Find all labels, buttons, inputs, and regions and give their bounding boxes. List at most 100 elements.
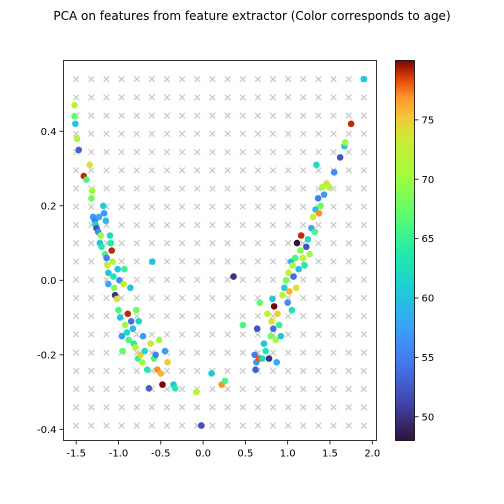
- grid-x-marker: [103, 331, 110, 338]
- scatter-point: [135, 317, 143, 325]
- grid-x-marker: [345, 404, 352, 411]
- scatter-point: [313, 161, 320, 169]
- grid-x-marker: [239, 148, 246, 156]
- scatter-point: [155, 336, 163, 344]
- colorbar-tick-label: 75: [422, 115, 435, 126]
- grid-x-marker: [194, 203, 201, 210]
- grid-x-marker: [300, 331, 307, 338]
- x-tick-label: 0.0: [195, 449, 211, 460]
- scatter-point: [97, 232, 105, 239]
- grid-x-marker: [360, 349, 368, 356]
- grid-x-marker: [315, 294, 322, 302]
- grid-x-marker: [133, 185, 140, 192]
- grid-x-marker: [72, 404, 80, 411]
- chart-title: PCA on features from feature extractor (…: [53, 9, 450, 23]
- grid-x-marker: [163, 422, 171, 429]
- grid-x-marker: [209, 203, 216, 210]
- grid-x-marker: [209, 276, 216, 283]
- grid-x-marker: [118, 112, 125, 119]
- grid-x-marker: [194, 185, 201, 192]
- grid-x-marker: [148, 203, 156, 210]
- grid-x-marker: [269, 221, 277, 229]
- grid-x-marker: [103, 75, 110, 83]
- grid-x-marker: [284, 404, 292, 411]
- grid-x-marker: [300, 203, 307, 210]
- grid-x-marker: [239, 404, 246, 411]
- grid-x-marker: [163, 148, 171, 156]
- grid-x-marker: [148, 404, 156, 411]
- grid-x-marker: [148, 221, 156, 229]
- grid-x-marker: [178, 148, 186, 156]
- grid-x-marker: [224, 367, 231, 375]
- scatter-point: [102, 217, 110, 224]
- grid-x-marker: [224, 422, 231, 429]
- grid-x-marker: [345, 221, 352, 229]
- scatter-point: [127, 284, 134, 292]
- grid-x-marker: [224, 148, 231, 156]
- grid-x-marker: [300, 112, 307, 119]
- grid-x-marker: [345, 167, 352, 174]
- grid-x-marker: [88, 258, 95, 265]
- grid-x-marker: [88, 385, 95, 393]
- grid-x-marker: [330, 130, 337, 138]
- grid-x-marker: [194, 367, 201, 375]
- scatter-point: [291, 254, 299, 262]
- grid-x-marker: [269, 258, 277, 265]
- grid-x-marker: [194, 349, 201, 356]
- scatter-point: [360, 75, 368, 83]
- grid-x-marker: [103, 404, 110, 411]
- grid-x-marker: [103, 385, 110, 393]
- grid-x-marker: [284, 367, 292, 375]
- grid-x-marker: [224, 94, 231, 101]
- grid-x-marker: [239, 294, 246, 302]
- grid-x-marker: [300, 276, 307, 283]
- grid-x-marker: [148, 422, 156, 429]
- scatter-point: [71, 101, 78, 109]
- grid-x-marker: [345, 148, 352, 156]
- grid-x-marker: [72, 240, 80, 247]
- y-tick-label: 0.0: [41, 276, 57, 287]
- grid-x-marker: [133, 221, 140, 229]
- grid-x-marker: [178, 112, 186, 119]
- grid-x-marker: [163, 94, 171, 101]
- grid-x-marker: [254, 312, 262, 320]
- grid-x-marker: [72, 312, 80, 320]
- grid-x-marker: [163, 240, 171, 247]
- grid-x-marker: [330, 331, 337, 338]
- grid-x-marker: [88, 294, 95, 302]
- grid-x-marker: [133, 240, 140, 247]
- grid-x-marker: [360, 312, 368, 320]
- grid-x-marker: [118, 385, 125, 393]
- scatter-point: [147, 340, 154, 347]
- scatter-point: [277, 332, 285, 340]
- x-tick-label: 0.5: [237, 449, 253, 460]
- grid-x-marker: [103, 148, 110, 156]
- grid-x-marker: [360, 240, 368, 247]
- grid-x-marker: [148, 294, 156, 302]
- scatter-point: [297, 232, 305, 239]
- grid-x-marker: [133, 276, 140, 283]
- scatter-point: [269, 325, 277, 333]
- grid-x-marker: [72, 367, 80, 375]
- grid-x-marker: [239, 367, 246, 375]
- grid-x-marker: [284, 185, 292, 192]
- grid-x-marker: [315, 148, 322, 156]
- grid-x-marker: [315, 221, 322, 229]
- scatter-point: [71, 113, 78, 120]
- grid-x-marker: [103, 112, 110, 119]
- grid-x-marker: [133, 404, 140, 411]
- grid-x-marker: [178, 276, 186, 283]
- scatter-point: [290, 273, 297, 280]
- grid-x-marker: [300, 167, 307, 174]
- grid-x-marker: [133, 258, 140, 265]
- grid-x-marker: [254, 276, 262, 283]
- scatter-point: [157, 370, 165, 377]
- scatter-point: [98, 243, 105, 251]
- grid-x-marker: [269, 240, 277, 247]
- grid-x-marker: [315, 240, 322, 247]
- grid-x-marker: [224, 404, 231, 411]
- scatter-point: [107, 239, 115, 247]
- grid-x-marker: [254, 75, 262, 83]
- grid-x-marker: [330, 385, 337, 393]
- grid-x-marker: [163, 203, 171, 210]
